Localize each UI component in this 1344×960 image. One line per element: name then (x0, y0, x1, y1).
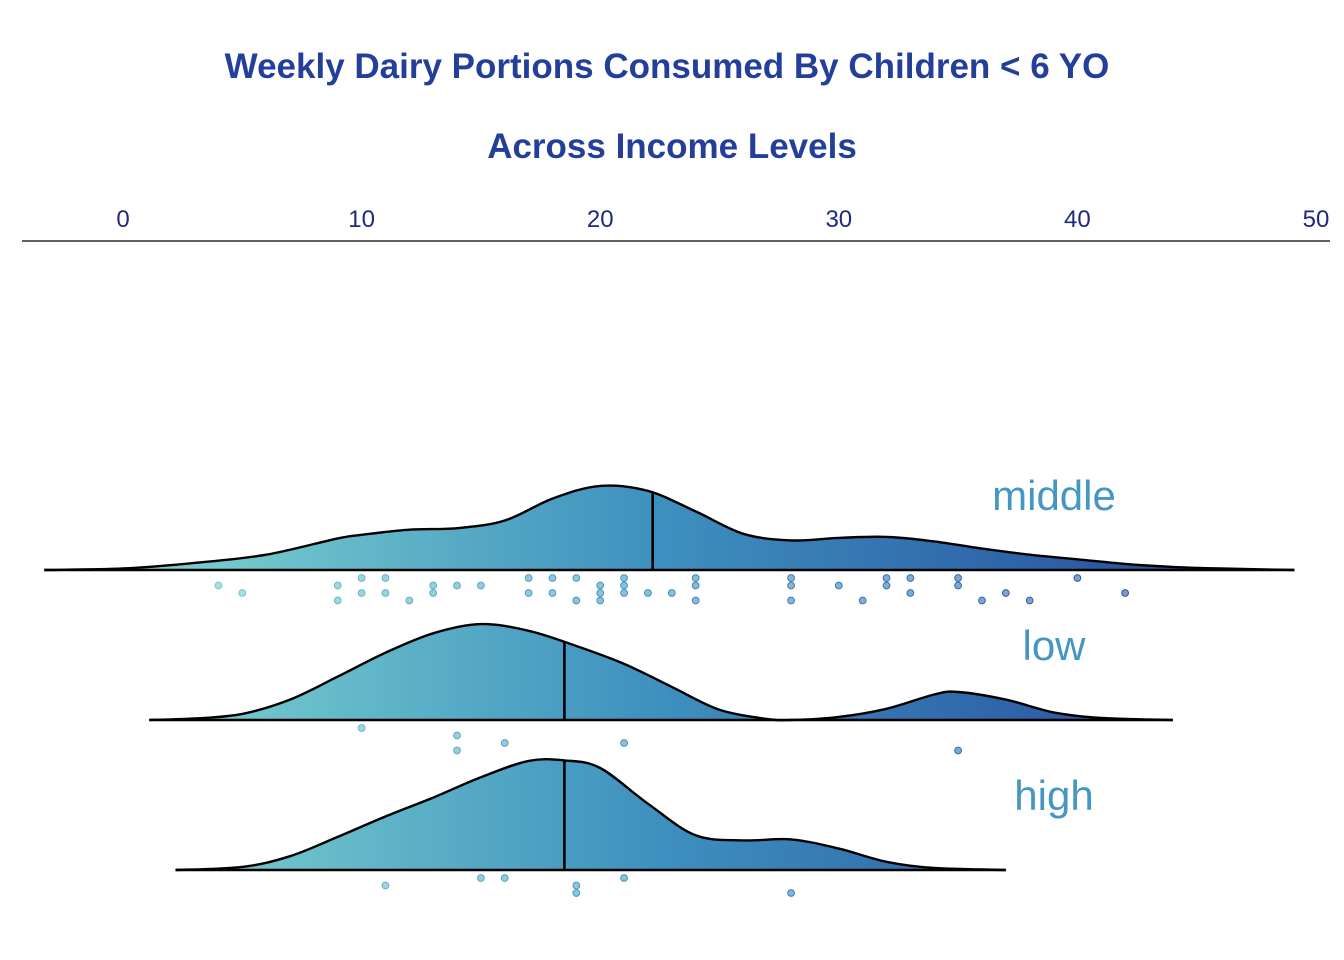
x-tick-label: 40 (1064, 206, 1091, 233)
data-point-middle (357, 589, 366, 597)
data-point-high (477, 874, 485, 882)
data-point-middle (978, 596, 986, 605)
data-point-low (954, 746, 962, 755)
data-point-high (381, 881, 390, 890)
density-area-low (149, 624, 1173, 721)
data-point-middle (954, 581, 962, 590)
data-point-middle (882, 574, 891, 582)
ridge-high: high (175, 757, 1094, 897)
data-point-low (500, 739, 509, 747)
x-axis: 0 10 20 30 40 50 (22, 206, 1330, 242)
data-point-middle (667, 589, 676, 597)
data-point-middle (381, 589, 390, 597)
chart-subtitle: Across Income Levels (487, 127, 857, 166)
data-point-middle (572, 596, 581, 605)
density-outline-middle (44, 484, 1295, 572)
data-point-middle (524, 574, 533, 582)
data-point-middle (691, 596, 700, 605)
data-point-middle (1073, 574, 1082, 582)
density-outline-low (149, 622, 1173, 722)
data-point-middle (787, 596, 795, 605)
data-point-high (620, 874, 628, 882)
data-point-middle (858, 596, 867, 605)
ridges: middle low high (44, 472, 1295, 897)
data-point-middle (787, 574, 795, 582)
density-outline-high (175, 757, 1006, 872)
data-point-middle (882, 581, 891, 590)
data-point-middle (691, 574, 700, 582)
data-point-middle (453, 581, 461, 590)
data-point-middle (357, 574, 366, 582)
data-point-middle (548, 589, 557, 597)
data-point-middle (429, 581, 438, 590)
data-point-middle (834, 581, 843, 590)
data-point-high (500, 874, 509, 882)
data-point-middle (572, 574, 581, 582)
x-tick-label: 20 (587, 206, 614, 233)
data-point-middle (477, 581, 485, 590)
data-point-middle (906, 574, 915, 582)
data-point-middle (954, 574, 962, 582)
density-area-high (175, 759, 1006, 870)
data-point-middle (405, 596, 414, 605)
x-tick-label: 50 (1303, 206, 1330, 233)
group-label-high: high (1014, 772, 1093, 819)
data-point-middle (596, 589, 605, 597)
ridge-low: low (149, 622, 1173, 755)
data-point-middle (596, 596, 605, 605)
data-point-middle (333, 581, 342, 590)
data-point-middle (620, 581, 628, 590)
data-point-middle (238, 589, 247, 597)
data-point-middle (596, 581, 605, 590)
data-point-middle (381, 574, 390, 582)
data-point-middle (524, 589, 533, 597)
data-point-middle (906, 589, 915, 597)
data-point-low (453, 731, 461, 740)
group-label-middle: middle (992, 472, 1116, 519)
ridge-middle: middle (44, 472, 1295, 605)
data-point-middle (644, 589, 652, 597)
data-point-middle (548, 574, 557, 582)
data-point-middle (787, 581, 795, 590)
data-point-high (572, 881, 581, 890)
x-tick-label: 30 (825, 206, 852, 233)
data-point-middle (691, 581, 700, 590)
chart-title: Weekly Dairy Portions Consumed By Childr… (225, 47, 1110, 86)
data-point-middle (620, 589, 628, 597)
data-point-middle (620, 574, 628, 582)
x-tick-label: 10 (348, 206, 375, 233)
data-point-low (620, 739, 628, 747)
data-point-low (453, 746, 461, 755)
group-label-low: low (1022, 622, 1086, 669)
data-point-middle (1121, 589, 1130, 597)
data-point-middle (429, 589, 438, 597)
data-point-low (357, 724, 366, 732)
data-point-high (572, 889, 581, 897)
data-point-high (787, 889, 795, 897)
x-tick-label: 0 (116, 206, 129, 233)
data-point-middle (1025, 596, 1034, 605)
data-point-middle (214, 581, 223, 590)
data-point-middle (333, 596, 342, 605)
data-point-middle (1001, 589, 1010, 597)
